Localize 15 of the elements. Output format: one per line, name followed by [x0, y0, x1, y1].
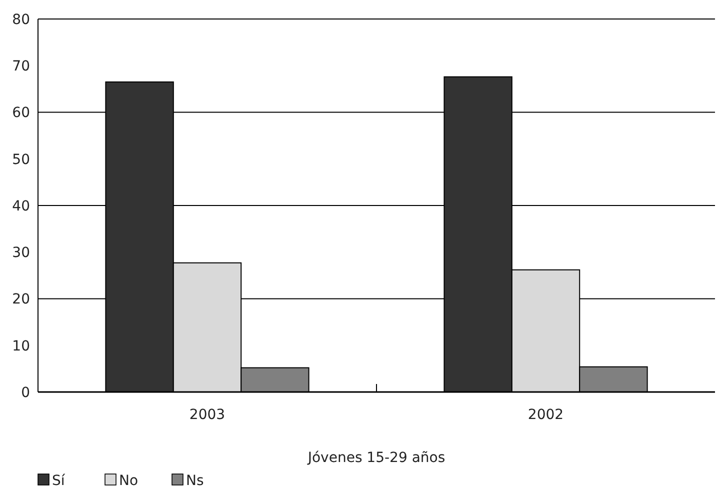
x-tick-label: 2003	[189, 407, 226, 423]
legend-label: Ns	[186, 473, 204, 489]
x-tick-label: 2002	[528, 407, 564, 423]
y-tick-label: 50	[12, 152, 30, 168]
y-tick-label: 80	[12, 12, 30, 28]
y-tick-label: 10	[12, 338, 30, 354]
legend-label: No	[119, 473, 138, 489]
y-tick-label: 20	[12, 292, 30, 308]
y-tick-label: 30	[12, 245, 30, 262]
y-tick-label: 0	[21, 384, 30, 401]
y-tick-label: 60	[12, 105, 30, 122]
legend-label: Sí	[52, 473, 66, 489]
y-tick-label: 70	[12, 58, 30, 75]
y-tick-label: 40	[12, 198, 30, 214]
x-axis-title: Jóvenes 15-29 años	[306, 450, 446, 466]
